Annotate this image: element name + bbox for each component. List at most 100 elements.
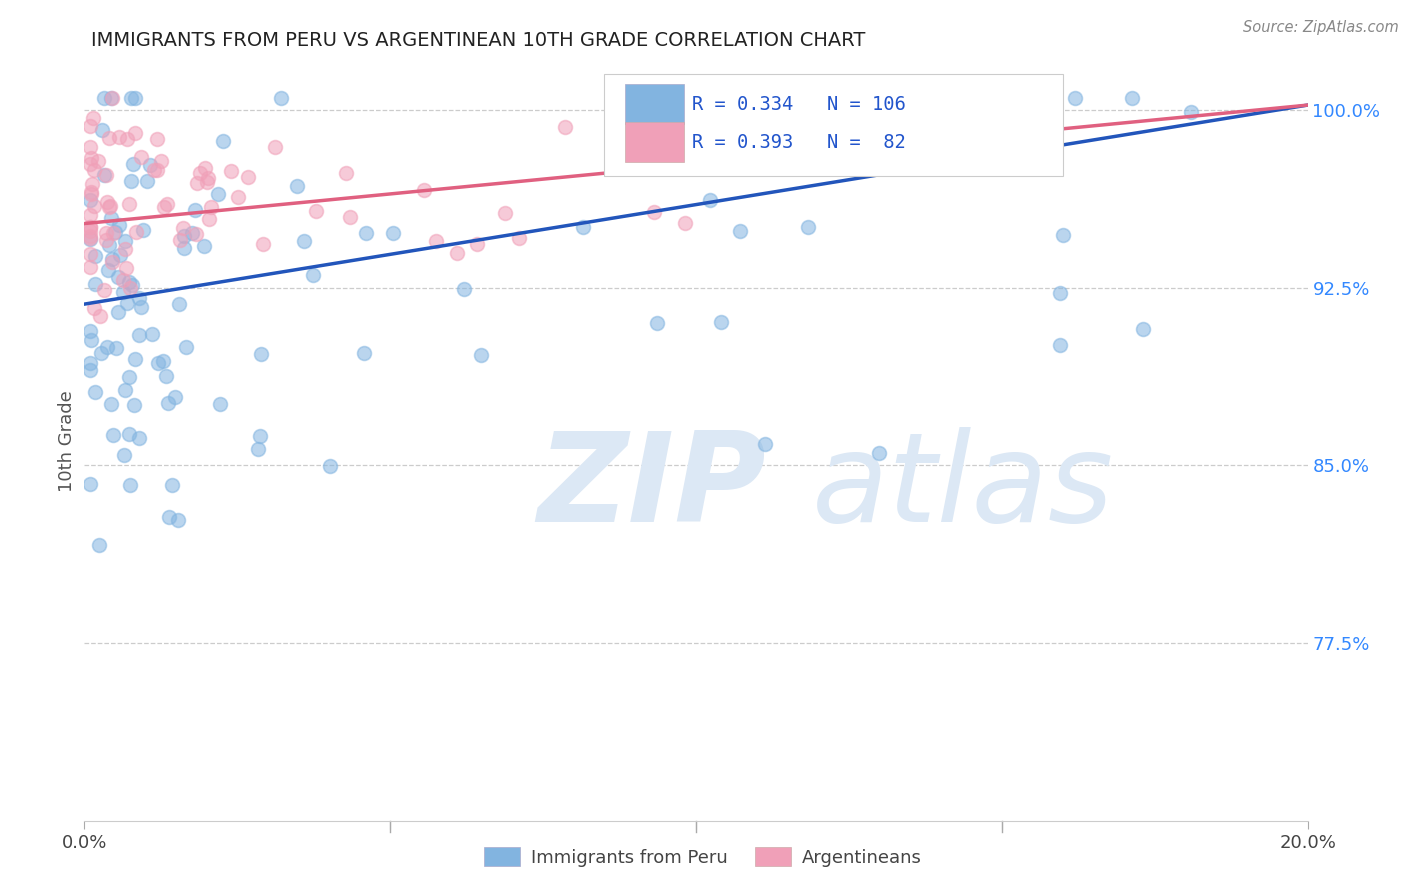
Point bbox=[966, 102, 988, 116]
Point bbox=[868, 446, 890, 460]
Point bbox=[100, 211, 122, 226]
Point bbox=[211, 134, 233, 148]
Point bbox=[89, 310, 111, 324]
Point bbox=[145, 132, 167, 146]
Point bbox=[195, 175, 218, 189]
Point bbox=[80, 187, 103, 202]
Point bbox=[79, 363, 101, 377]
Point bbox=[101, 252, 124, 267]
Point bbox=[1029, 91, 1052, 105]
Point bbox=[305, 204, 328, 219]
Text: IMMIGRANTS FROM PERU VS ARGENTINEAN 10TH GRADE CORRELATION CHART: IMMIGRANTS FROM PERU VS ARGENTINEAN 10TH… bbox=[91, 31, 866, 50]
Point bbox=[112, 448, 135, 462]
Point bbox=[152, 354, 174, 368]
Point bbox=[108, 130, 131, 145]
Point bbox=[79, 228, 101, 243]
Point bbox=[122, 157, 145, 171]
Text: ZIP: ZIP bbox=[537, 426, 766, 548]
Point bbox=[249, 347, 271, 361]
Point bbox=[339, 210, 361, 224]
Point bbox=[79, 232, 101, 246]
Point bbox=[107, 270, 129, 285]
Point bbox=[169, 233, 191, 247]
Point bbox=[129, 150, 152, 164]
Point bbox=[1052, 228, 1074, 243]
Point bbox=[381, 226, 404, 240]
Point bbox=[79, 356, 101, 370]
Point bbox=[554, 120, 576, 135]
Point bbox=[673, 216, 696, 230]
Point bbox=[79, 157, 101, 171]
Point bbox=[160, 477, 183, 491]
Point bbox=[150, 154, 173, 169]
Point bbox=[82, 112, 104, 126]
Point bbox=[79, 208, 101, 222]
Point bbox=[114, 383, 136, 397]
Point bbox=[120, 91, 142, 105]
Point bbox=[1063, 91, 1085, 105]
Legend: Immigrants from Peru, Argentineans: Immigrants from Peru, Argentineans bbox=[477, 840, 929, 874]
Point bbox=[470, 348, 492, 362]
Point bbox=[494, 206, 516, 220]
Point bbox=[173, 242, 195, 256]
Point bbox=[270, 91, 292, 105]
Point bbox=[83, 277, 105, 291]
Point bbox=[100, 255, 122, 269]
Point bbox=[115, 260, 138, 275]
Point bbox=[167, 297, 190, 311]
Point bbox=[101, 428, 124, 442]
Point bbox=[873, 140, 896, 154]
Point bbox=[79, 140, 101, 154]
Point bbox=[197, 171, 219, 186]
Point bbox=[247, 442, 270, 456]
Point bbox=[156, 197, 179, 211]
Point bbox=[115, 132, 138, 146]
Point bbox=[157, 509, 180, 524]
Point bbox=[122, 398, 145, 412]
Point bbox=[180, 226, 202, 240]
Point bbox=[128, 291, 150, 305]
Point bbox=[976, 91, 998, 105]
Point bbox=[446, 245, 468, 260]
Point bbox=[86, 154, 108, 169]
Point bbox=[112, 273, 135, 287]
Point bbox=[741, 93, 763, 107]
Point bbox=[83, 249, 105, 263]
Point bbox=[200, 200, 222, 214]
Point bbox=[117, 370, 139, 384]
Point bbox=[79, 220, 101, 235]
Point bbox=[986, 91, 1008, 105]
Point bbox=[186, 227, 208, 241]
Point bbox=[97, 262, 120, 277]
Point bbox=[335, 166, 357, 180]
Point bbox=[152, 200, 174, 214]
Point bbox=[82, 177, 104, 191]
Point bbox=[165, 390, 187, 404]
Point bbox=[104, 225, 127, 239]
Point bbox=[90, 346, 112, 360]
Point bbox=[132, 223, 155, 237]
Point bbox=[120, 174, 142, 188]
Point bbox=[118, 197, 141, 211]
Point bbox=[117, 276, 139, 290]
Point bbox=[115, 296, 138, 310]
Point bbox=[79, 324, 101, 338]
Point bbox=[114, 234, 136, 248]
Point bbox=[80, 333, 103, 347]
Point bbox=[98, 131, 121, 145]
Point bbox=[79, 224, 101, 238]
Point bbox=[146, 163, 169, 178]
Point bbox=[83, 162, 105, 177]
Point bbox=[1132, 321, 1154, 335]
Point bbox=[100, 91, 122, 105]
Point bbox=[174, 340, 197, 354]
Point bbox=[121, 278, 143, 293]
Point bbox=[658, 120, 681, 134]
Point bbox=[285, 178, 308, 193]
Point bbox=[101, 91, 124, 105]
Point bbox=[101, 226, 124, 240]
Point bbox=[79, 247, 101, 261]
Point bbox=[141, 326, 163, 341]
Point bbox=[249, 428, 271, 442]
Point bbox=[148, 356, 170, 370]
